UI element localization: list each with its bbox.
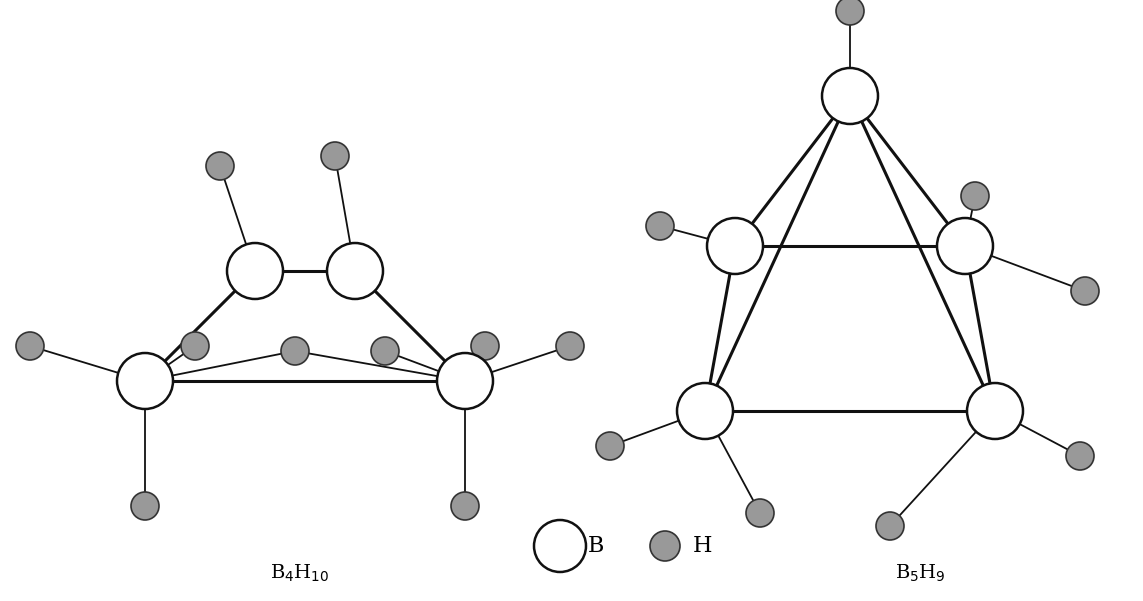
Circle shape xyxy=(371,337,399,365)
Circle shape xyxy=(321,142,349,170)
Circle shape xyxy=(437,353,493,409)
Circle shape xyxy=(708,218,764,274)
Text: B$_5$H$_9$: B$_5$H$_9$ xyxy=(895,563,945,584)
Circle shape xyxy=(746,499,774,527)
Circle shape xyxy=(1066,442,1094,470)
Circle shape xyxy=(1071,277,1100,305)
Circle shape xyxy=(206,152,234,180)
Circle shape xyxy=(131,492,159,520)
Circle shape xyxy=(677,383,733,439)
Circle shape xyxy=(646,212,674,240)
Circle shape xyxy=(961,182,989,210)
Text: H: H xyxy=(693,535,712,557)
Circle shape xyxy=(281,337,309,365)
Circle shape xyxy=(836,0,864,25)
Circle shape xyxy=(327,243,383,299)
Circle shape xyxy=(117,353,173,409)
Circle shape xyxy=(451,492,479,520)
Text: B: B xyxy=(588,535,605,557)
Circle shape xyxy=(876,512,904,540)
Circle shape xyxy=(471,332,499,360)
Circle shape xyxy=(967,383,1023,439)
Circle shape xyxy=(937,218,993,274)
Circle shape xyxy=(555,332,584,360)
Circle shape xyxy=(181,332,209,360)
Circle shape xyxy=(822,68,878,124)
Circle shape xyxy=(227,243,283,299)
Text: B$_4$H$_{10}$: B$_4$H$_{10}$ xyxy=(270,563,329,584)
Circle shape xyxy=(534,520,586,572)
Circle shape xyxy=(16,332,43,360)
Circle shape xyxy=(650,531,680,561)
Circle shape xyxy=(596,432,624,460)
